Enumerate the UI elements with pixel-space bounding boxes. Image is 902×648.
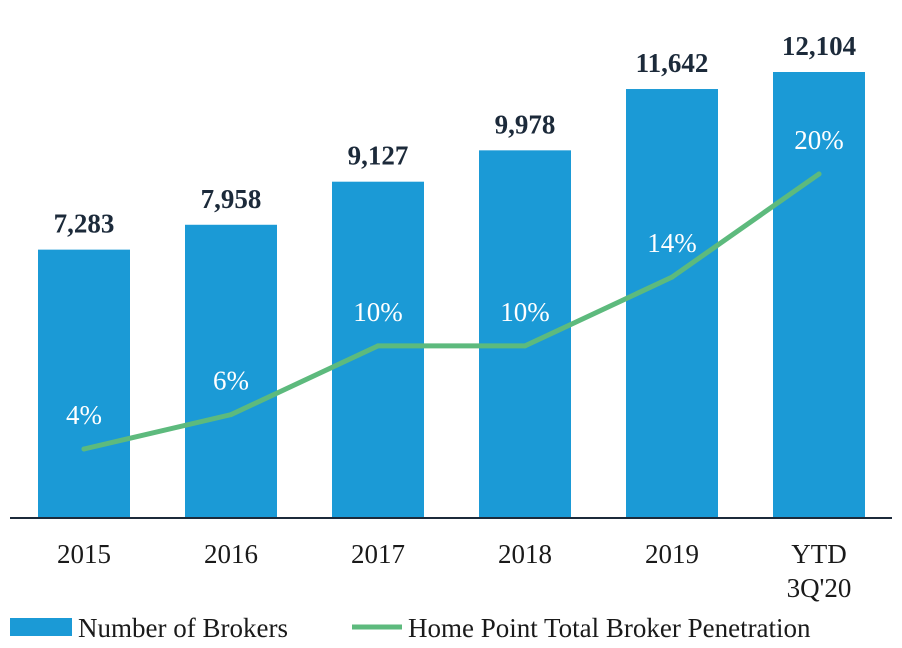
penetration-value-label: 20% [794,125,844,155]
legend-label-penetration: Home Point Total Broker Penetration [408,613,811,643]
penetration-point [375,343,381,349]
bar-3 [479,150,571,518]
penetration-point [228,412,234,418]
bar-value-label: 7,283 [54,209,115,239]
penetration-value-label: 6% [213,366,249,396]
bar-5 [773,72,865,518]
bar-value-label: 9,127 [348,141,409,171]
bar-value-label: 12,104 [782,31,856,61]
legend-swatch-brokers [10,618,72,636]
bar-1 [185,224,277,519]
x-tick-labels: 2015 2016 2017 2018 2019 YTD 3Q'20 [57,539,851,603]
legend: Number of Brokers Home Point Total Broke… [10,613,811,643]
x-tick-label: 2019 [645,539,699,569]
penetration-point [522,343,528,349]
x-tick-label: 2016 [204,539,258,569]
penetration-line [81,171,822,452]
bar-4 [626,89,718,518]
legend-label-brokers: Number of Brokers [78,613,288,643]
bar-value-labels: 7,283 7,958 9,127 9,978 11,642 12,104 [54,31,857,239]
penetration-point [81,446,87,452]
bars-group [38,72,865,519]
x-tick-label: YTD 3Q'20 [787,539,852,603]
penetration-labels: 4% 6% 10% 10% 14% 20% [66,125,844,430]
bar-value-label: 7,958 [201,184,262,214]
penetration-value-label: 10% [353,297,403,327]
penetration-value-label: 14% [647,228,697,258]
bar-0 [38,249,130,519]
penetration-value-label: 4% [66,400,102,430]
x-tick-label: 2017 [351,539,405,569]
bar-value-label: 9,978 [495,109,556,139]
x-tick-label: 2015 [57,539,111,569]
penetration-point [669,274,675,280]
x-tick-label: 2018 [498,539,552,569]
penetration-value-label: 10% [500,297,550,327]
penetration-point [816,171,822,177]
bar-2 [332,181,424,518]
bar-value-label: 11,642 [636,48,709,78]
penetration-line-group [81,171,822,452]
